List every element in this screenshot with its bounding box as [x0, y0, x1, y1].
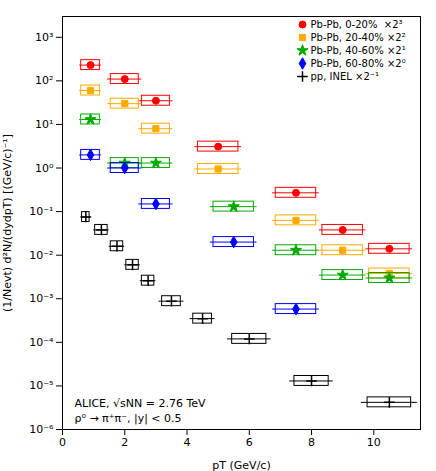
svg-text:ALICE, √sNN = 2.76 TeV: ALICE, √sNN = 2.76 TeV [75, 397, 207, 410]
svg-text:2: 2 [121, 436, 128, 449]
svg-text:10: 10 [367, 436, 381, 449]
svg-text:(1/Nevt) d²N/(dydpT) [(GeV/c)⁻: (1/Nevt) d²N/(dydpT) [(GeV/c)⁻¹] [1, 134, 14, 312]
svg-text:pT (GeV/c): pT (GeV/c) [212, 459, 270, 471]
svg-text:Pb-Pb, 0-20% ×2³: Pb-Pb, 0-20% ×2³ [311, 19, 403, 30]
svg-text:10⁻⁵: 10⁻⁵ [29, 379, 53, 392]
svg-text:6: 6 [246, 436, 253, 449]
svg-text:10⁻³: 10⁻³ [29, 292, 53, 305]
svg-text:ρ⁰ → π⁺π⁻, |y| < 0.5: ρ⁰ → π⁺π⁻, |y| < 0.5 [75, 412, 182, 425]
svg-text:10⁻¹: 10⁻¹ [29, 205, 53, 218]
svg-text:10⁻⁶: 10⁻⁶ [29, 423, 54, 436]
svg-text:pp, INEL ×2⁻¹: pp, INEL ×2⁻¹ [311, 71, 380, 82]
svg-text:0: 0 [59, 436, 66, 449]
svg-text:Pb-Pb, 20-40% ×2²: Pb-Pb, 20-40% ×2² [311, 32, 406, 43]
svg-text:10⁻⁴: 10⁻⁴ [29, 336, 54, 349]
svg-text:4: 4 [184, 436, 191, 449]
svg-text:Pb-Pb, 60-80% ×2⁰: Pb-Pb, 60-80% ×2⁰ [311, 58, 406, 69]
svg-text:10²: 10² [35, 74, 53, 87]
svg-text:10⁻²: 10⁻² [29, 249, 53, 262]
svg-text:10¹: 10¹ [35, 118, 53, 131]
svg-text:10⁰: 10⁰ [35, 162, 54, 175]
svg-text:10³: 10³ [35, 31, 53, 44]
svg-text:Pb-Pb, 40-60% ×2¹: Pb-Pb, 40-60% ×2¹ [311, 45, 406, 56]
svg-text:8: 8 [308, 436, 315, 449]
